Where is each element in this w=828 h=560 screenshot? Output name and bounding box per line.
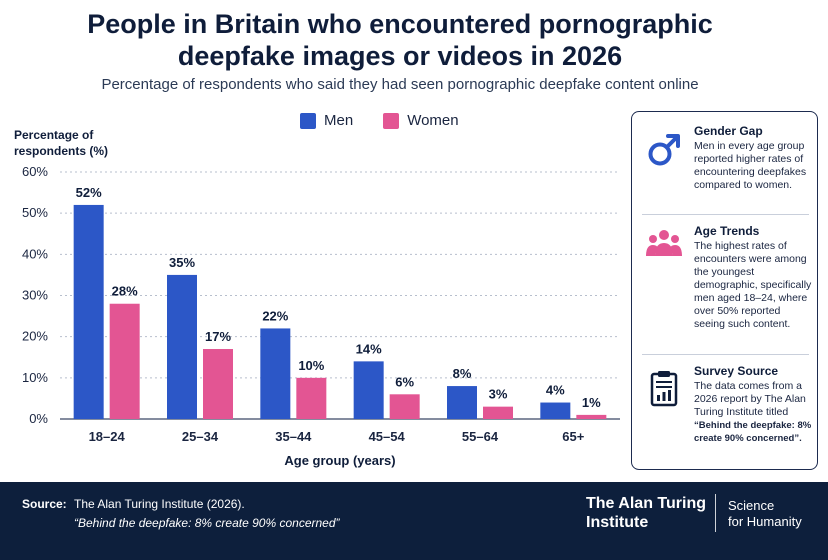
source-label: Source:	[22, 497, 67, 511]
y-axis-label-line-1: Percentage of	[14, 128, 94, 142]
panel-divider	[642, 354, 809, 355]
legend-item-women: Women	[383, 112, 459, 129]
turing-institute-logo: The Alan Turing Institute	[586, 494, 714, 532]
bar-women	[203, 349, 233, 419]
bar-women	[483, 406, 513, 419]
survey-source-text: The data comes from a 2026 report by The…	[694, 380, 812, 445]
data-label-women: 3%	[489, 387, 508, 402]
data-label-women: 10%	[298, 358, 324, 373]
x-tick-label: 25–34	[182, 429, 219, 444]
legend-label-men: Men	[324, 112, 354, 129]
y-tick-label: 50%	[22, 205, 48, 220]
x-tick-label: 65+	[562, 429, 584, 444]
data-label-women: 6%	[395, 374, 414, 389]
age-trends-text: The highest rates of encounters were amo…	[694, 240, 812, 330]
bar-men	[353, 361, 384, 419]
brand-line-2: Institute	[586, 514, 649, 531]
clipboard-chart-icon	[644, 368, 684, 408]
x-tick-label: 45–54	[369, 429, 406, 444]
brand-tagline: Science for Humanity	[728, 498, 818, 530]
bar-women	[389, 394, 420, 419]
data-label-women: 1%	[582, 395, 601, 410]
data-label-women: 28%	[112, 284, 138, 299]
gender-gap-text: Men in every age group reported higher r…	[694, 140, 807, 191]
y-tick-label: 30%	[22, 288, 48, 303]
bar-women	[296, 377, 327, 419]
y-tick-label: 0%	[29, 411, 48, 426]
survey-source-quote: “Behind the deepfake: 8% create 90% conc…	[694, 420, 812, 444]
male-symbol-icon	[644, 130, 684, 170]
bar-men	[167, 274, 197, 419]
bar-men	[73, 204, 104, 419]
data-label-men: 14%	[356, 341, 382, 356]
insights-panel: Gender Gap Men in every age group report…	[631, 111, 818, 470]
data-label-men: 52%	[76, 185, 102, 200]
data-label-men: 4%	[546, 383, 565, 398]
chart-title: People in Britain who encountered pornog…	[0, 8, 800, 72]
x-tick-label: 55–64	[462, 429, 499, 444]
bar-women	[576, 414, 607, 419]
y-tick-label: 20%	[22, 329, 48, 344]
title-line-1: People in Britain who encountered pornog…	[87, 9, 713, 39]
bar-men	[540, 402, 571, 419]
y-tick-label: 10%	[22, 370, 48, 385]
bar-men	[260, 328, 291, 419]
brand-line-1: The Alan Turing	[586, 495, 706, 512]
source-quote: “Behind the deepfake: 8% create 90% conc…	[74, 516, 340, 530]
chart-subtitle: Percentage of respondents who said they …	[101, 76, 699, 93]
bar-chart: 0% 10% 20% 30% 40% 50% 60% 52% 28% 18–24 35% 17% 25–…	[22, 164, 620, 468]
chart-legend: Men Women	[300, 112, 489, 129]
data-label-men: 35%	[169, 255, 195, 270]
legend-swatch-men	[300, 112, 316, 129]
data-label-men: 22%	[262, 308, 288, 323]
y-tick-label: 60%	[22, 164, 48, 179]
panel-divider	[642, 214, 809, 215]
footer: Source: The Alan Turing Institute (2026)…	[0, 482, 828, 560]
legend-item-men: Men	[300, 112, 353, 129]
y-axis-label-line-2: respondents (%)	[14, 144, 109, 158]
tagline-line-2: for Humanity	[728, 514, 802, 529]
title-line-2: deepfake images or videos in 2026	[177, 41, 623, 71]
brand-divider	[715, 494, 716, 532]
bar-women	[109, 303, 140, 419]
x-tick-label: 18–24	[89, 429, 126, 444]
x-axis-label: Age group (years)	[284, 453, 395, 468]
bar-men	[447, 386, 477, 419]
data-label-men: 8%	[453, 366, 472, 381]
legend-swatch-women	[383, 112, 400, 129]
gender-gap-heading: Gender Gap	[694, 124, 763, 138]
legend-label-women: Women	[407, 112, 459, 129]
age-trends-heading: Age Trends	[694, 224, 760, 238]
survey-source-heading: Survey Source	[694, 364, 779, 378]
data-label-women: 17%	[205, 329, 231, 344]
source-text: The Alan Turing Institute (2026).	[74, 497, 245, 511]
y-axis-label: Percentage of respondents (%)	[14, 127, 124, 159]
y-tick-label: 40%	[22, 246, 48, 261]
x-tick-label: 35–44	[275, 429, 312, 444]
tagline-line-1: Science	[728, 498, 775, 513]
people-group-icon	[644, 224, 684, 264]
survey-source-description: The data comes from a 2026 report by The…	[694, 380, 806, 418]
